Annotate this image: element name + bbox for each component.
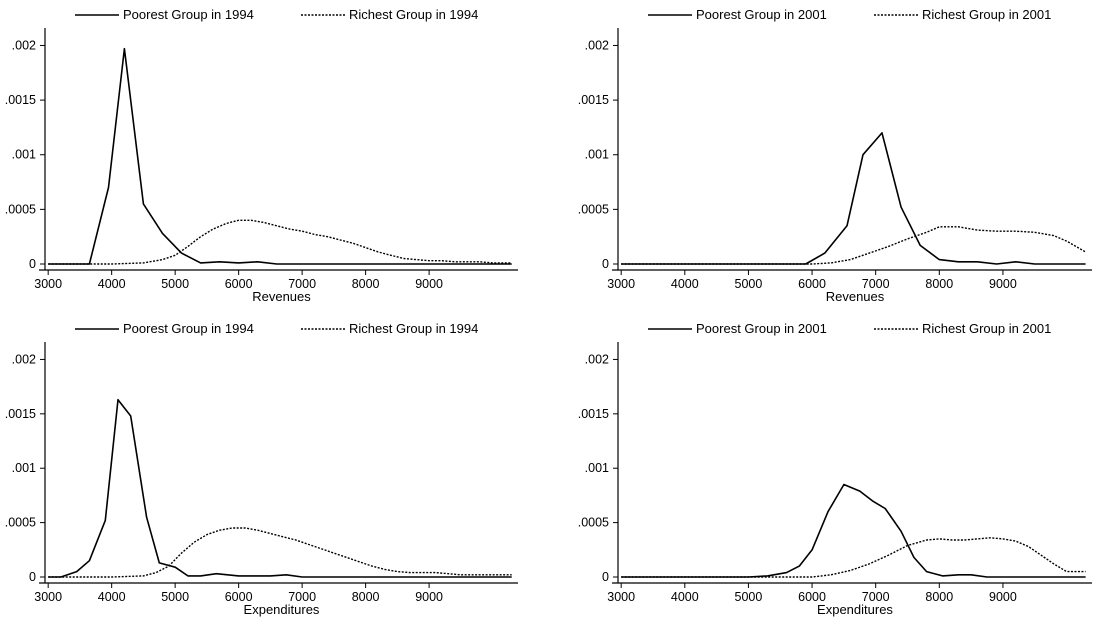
x-tick-label: 3000 — [34, 590, 62, 604]
y-tick-label: .0015 — [578, 407, 609, 421]
x-tick-label: 8000 — [925, 590, 953, 604]
x-tick-label: 3000 — [607, 590, 635, 604]
x-axis-title: Expenditures — [817, 602, 893, 617]
legend-label: Poorest Group in 2001 — [696, 321, 827, 336]
series-line-richest — [48, 219, 512, 265]
x-tick-label: 7000 — [862, 590, 890, 604]
y-tick-label: .001 — [12, 148, 36, 162]
series-line-richest — [621, 537, 1086, 578]
y-tick-label: .001 — [585, 148, 609, 162]
x-axis-title: Expenditures — [244, 602, 320, 617]
y-tick-label: .002 — [12, 352, 36, 366]
legend-label: Poorest Group in 1994 — [123, 321, 254, 336]
x-tick-label: 3000 — [607, 277, 635, 291]
series-line-poorest — [621, 483, 1086, 578]
y-tick-label: .002 — [585, 352, 609, 366]
legend-label: Poorest Group in 2001 — [696, 7, 827, 22]
x-tick-label: 4000 — [98, 590, 126, 604]
y-tick-label: 0 — [602, 257, 609, 271]
series-line-richest — [621, 226, 1086, 265]
y-tick-label: 0 — [29, 257, 36, 271]
x-tick-label: 8000 — [352, 277, 380, 291]
x-axis-title: Revenues — [252, 289, 311, 304]
y-tick-label: .0015 — [5, 407, 36, 421]
legend-label: Richest Group in 1994 — [349, 321, 478, 336]
x-tick-label: 5000 — [161, 277, 189, 291]
x-tick-label: 3000 — [34, 277, 62, 291]
y-tick-label: .0005 — [5, 202, 36, 216]
y-tick-label: .001 — [585, 461, 609, 475]
y-tick-label: 0 — [29, 570, 36, 584]
x-tick-label: 5000 — [735, 277, 763, 291]
y-tick-label: .002 — [12, 38, 36, 52]
x-tick-label: 6000 — [798, 590, 826, 604]
series-line-poorest — [48, 398, 512, 578]
x-tick-label: 9000 — [415, 277, 443, 291]
x-tick-label: 6000 — [225, 590, 253, 604]
y-tick-label: .002 — [585, 38, 609, 52]
x-tick-label: 4000 — [671, 590, 699, 604]
x-tick-label: 5000 — [161, 590, 189, 604]
legend-label: Richest Group in 1994 — [349, 7, 478, 22]
y-tick-label: 0 — [602, 570, 609, 584]
series-line-poorest — [48, 47, 512, 265]
panel-revenues-2001: .002 .0015 .001 .0005 0 3000 4000 5000 6000 7000 8… — [578, 7, 1092, 304]
x-tick-label: 4000 — [671, 277, 699, 291]
x-tick-label: 9000 — [989, 590, 1017, 604]
x-tick-label: 6000 — [225, 277, 253, 291]
series-line-poorest — [621, 132, 1086, 265]
series-line-richest — [48, 527, 512, 578]
y-tick-label: .0005 — [5, 516, 36, 530]
x-tick-label: 7000 — [288, 277, 316, 291]
x-tick-label: 8000 — [925, 277, 953, 291]
x-axis-title: Revenues — [826, 289, 885, 304]
y-tick-label: .001 — [12, 461, 36, 475]
x-tick-label: 7000 — [288, 590, 316, 604]
x-tick-label: 6000 — [798, 277, 826, 291]
x-tick-label: 7000 — [862, 277, 890, 291]
x-tick-label: 8000 — [352, 590, 380, 604]
y-tick-label: .0005 — [578, 516, 609, 530]
panel-revenues-1994: .002 .0015 .001 .0005 0 3000 4000 5000 6000 7000 8… — [5, 7, 518, 304]
y-tick-label: .0015 — [578, 93, 609, 107]
x-tick-label: 9000 — [415, 590, 443, 604]
y-tick-label: .0005 — [578, 202, 609, 216]
y-tick-label: .0015 — [5, 93, 36, 107]
panel-expenditures-2001: .002 .0015 .001 .0005 0 3000 4000 5000 6000 7000 8… — [578, 321, 1092, 617]
legend-label: Richest Group in 2001 — [922, 321, 1051, 336]
x-tick-label: 5000 — [735, 590, 763, 604]
legend-label: Richest Group in 2001 — [922, 7, 1051, 22]
legend-label: Poorest Group in 1994 — [123, 7, 254, 22]
panel-expenditures-1994: .002 .0015 .001 .0005 0 3000 4000 5000 6000 7000 8… — [5, 321, 518, 617]
x-tick-label: 9000 — [989, 277, 1017, 291]
x-tick-label: 4000 — [98, 277, 126, 291]
